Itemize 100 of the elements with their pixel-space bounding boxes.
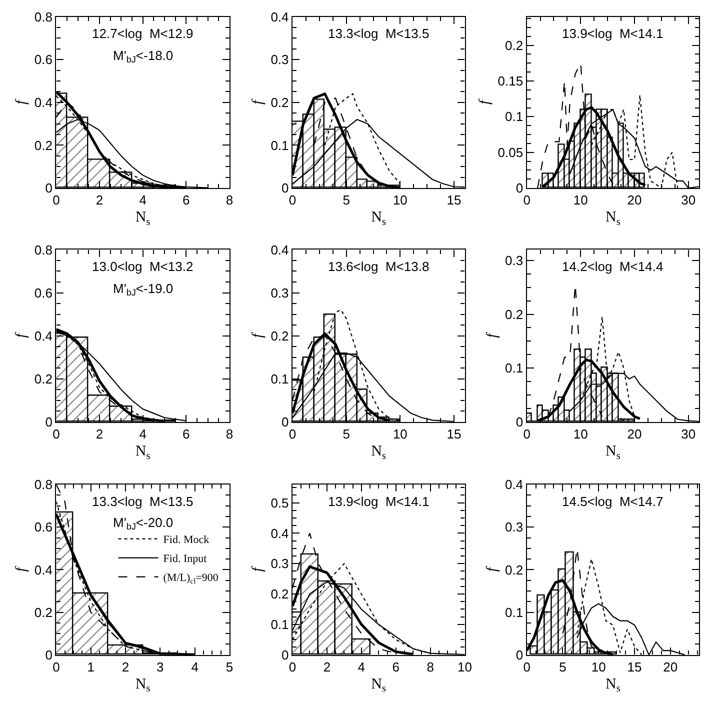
x-tick-label: 4 bbox=[139, 192, 146, 208]
x-tick-label: 15 bbox=[446, 426, 462, 442]
y-tick-label: 0.3 bbox=[270, 52, 289, 68]
legend-label: (M/L)$_{cl}$=900 bbox=[163, 572, 219, 586]
annotation: 13.9<log M<14.1 bbox=[328, 494, 430, 509]
y-axis-title: f bbox=[14, 332, 30, 338]
legend-label: Fid. Mock bbox=[163, 534, 210, 546]
x-tick-label: 5 bbox=[559, 660, 566, 675]
y-tick-label: 0.6 bbox=[34, 520, 52, 535]
x-axis-title: N$_{s}$ bbox=[135, 676, 150, 695]
y-tick-label: 0.8 bbox=[34, 242, 52, 258]
y-axis-title: f bbox=[484, 566, 500, 572]
x-axis-title: N$_{s}$ bbox=[606, 676, 620, 695]
y-tick-label: 0.4 bbox=[34, 94, 52, 110]
x-tick-label: 2 bbox=[96, 192, 104, 208]
x-tick-label: 2 bbox=[96, 426, 104, 442]
y-tick-label: 0.3 bbox=[270, 556, 289, 572]
annotation: 13.3<log M<13.5 bbox=[328, 26, 430, 41]
x-tick-label: 4 bbox=[191, 660, 198, 675]
x-axis-title: N$_{s}$ bbox=[371, 444, 386, 462]
x-tick-label: 20 bbox=[627, 192, 642, 208]
x-tick-label: 20 bbox=[663, 660, 678, 675]
y-tick-label: 0.3 bbox=[505, 253, 524, 268]
x-axis-title: N$_{s}$ bbox=[606, 444, 620, 462]
y-tick-label: 0 bbox=[516, 414, 524, 430]
x-tick-label: 10 bbox=[573, 192, 588, 208]
x-tick-label: 8 bbox=[226, 426, 234, 442]
annotation: 13.0<log M<13.2 bbox=[92, 259, 194, 274]
y-axis-title: f bbox=[250, 332, 266, 338]
x-axis-title: N$_{s}$ bbox=[606, 210, 620, 228]
y-tick-label: 0 bbox=[516, 180, 524, 196]
y-tick-label: 0.6 bbox=[34, 285, 52, 300]
x-tick-label: 2 bbox=[122, 660, 130, 675]
annotation: M'$_{bJ}$<-18.0 bbox=[113, 48, 174, 65]
y-tick-label: 0.5 bbox=[270, 495, 289, 510]
x-axis-title: N$_{s}$ bbox=[135, 444, 150, 462]
x-tick-label: 10 bbox=[591, 660, 606, 675]
y-tick-label: 0.6 bbox=[34, 52, 52, 68]
y-tick-label: 0.15 bbox=[498, 74, 524, 89]
x-tick-label: 4 bbox=[139, 426, 146, 442]
y-tick-label: 0.4 bbox=[505, 477, 524, 492]
y-tick-label: 0.1 bbox=[270, 616, 289, 632]
x-tick-label: 6 bbox=[392, 660, 400, 675]
x-axis-title: N$_{s}$ bbox=[135, 210, 150, 228]
y-tick-label: 0.3 bbox=[270, 285, 289, 300]
y-tick-label: 0.4 bbox=[34, 328, 52, 344]
y-tick-label: 0.3 bbox=[505, 520, 524, 535]
x-tick-label: 1 bbox=[87, 660, 94, 675]
legend-label: Fid. Input bbox=[163, 553, 207, 566]
y-axis-title: f bbox=[250, 98, 266, 104]
y-tick-label: 0.8 bbox=[34, 477, 52, 492]
x-tick-label: 6 bbox=[182, 426, 190, 442]
y-tick-label: 0.4 bbox=[270, 9, 289, 24]
y-tick-label: 0.2 bbox=[270, 586, 289, 602]
x-tick-label: 4 bbox=[358, 660, 366, 675]
annotation: M'$_{bJ}$<-20.0 bbox=[113, 515, 174, 532]
annotation: 13.3<log M<13.5 bbox=[92, 494, 194, 509]
y-tick-label: 0.2 bbox=[505, 306, 524, 322]
x-tick-label: 2 bbox=[323, 660, 331, 675]
x-tick-label: 8 bbox=[426, 660, 434, 675]
y-tick-label: 0.1 bbox=[270, 371, 289, 386]
y-tick-label: 0.2 bbox=[270, 94, 289, 110]
y-tick-label: 0.4 bbox=[270, 526, 289, 541]
x-tick-label: 30 bbox=[681, 192, 696, 208]
x-tick-label: 5 bbox=[226, 660, 234, 675]
y-tick-label: 0.1 bbox=[505, 360, 524, 376]
x-axis-title: N$_{s}$ bbox=[371, 676, 386, 695]
y-axis-title: f bbox=[250, 566, 266, 572]
y-tick-label: 0.2 bbox=[34, 604, 52, 620]
x-tick-label: 30 bbox=[681, 426, 696, 442]
annotation: 13.9<log M<14.1 bbox=[562, 26, 664, 41]
y-tick-label: 0 bbox=[516, 647, 524, 662]
y-tick-label: 0.1 bbox=[270, 138, 289, 153]
x-tick-label: 10 bbox=[392, 192, 408, 208]
y-tick-label: 0.8 bbox=[34, 9, 52, 24]
x-tick-label: 6 bbox=[182, 192, 190, 208]
x-tick-label: 3 bbox=[156, 660, 164, 675]
annotation: 14.2<log M<14.4 bbox=[562, 259, 664, 274]
y-axis-title: f bbox=[14, 566, 30, 572]
y-tick-label: 0 bbox=[282, 647, 289, 662]
x-tick-label: 8 bbox=[226, 192, 234, 208]
annotation: 13.6<log M<13.8 bbox=[328, 259, 430, 274]
y-tick-label: 0 bbox=[282, 180, 289, 196]
y-tick-label: 0.2 bbox=[34, 138, 52, 153]
x-tick-label: 15 bbox=[627, 660, 642, 675]
y-tick-label: 0.2 bbox=[505, 38, 524, 53]
y-axis-title: f bbox=[484, 332, 500, 338]
y-tick-label: 0 bbox=[45, 414, 52, 430]
x-tick-label: 5 bbox=[342, 192, 350, 208]
x-tick-label: 10 bbox=[392, 426, 408, 442]
y-tick-label: 0.1 bbox=[505, 604, 524, 620]
x-tick-label: 20 bbox=[627, 426, 642, 442]
y-axis-title: f bbox=[14, 98, 30, 104]
y-tick-label: 0.4 bbox=[270, 242, 289, 258]
x-axis-title: N$_{s}$ bbox=[371, 210, 386, 228]
x-tick-label: 10 bbox=[458, 660, 472, 675]
x-tick-label: 5 bbox=[342, 426, 350, 442]
annotation: 12.7<log M<12.9 bbox=[92, 26, 194, 41]
y-tick-label: 0.1 bbox=[505, 109, 524, 124]
y-axis-title: f bbox=[477, 98, 494, 104]
